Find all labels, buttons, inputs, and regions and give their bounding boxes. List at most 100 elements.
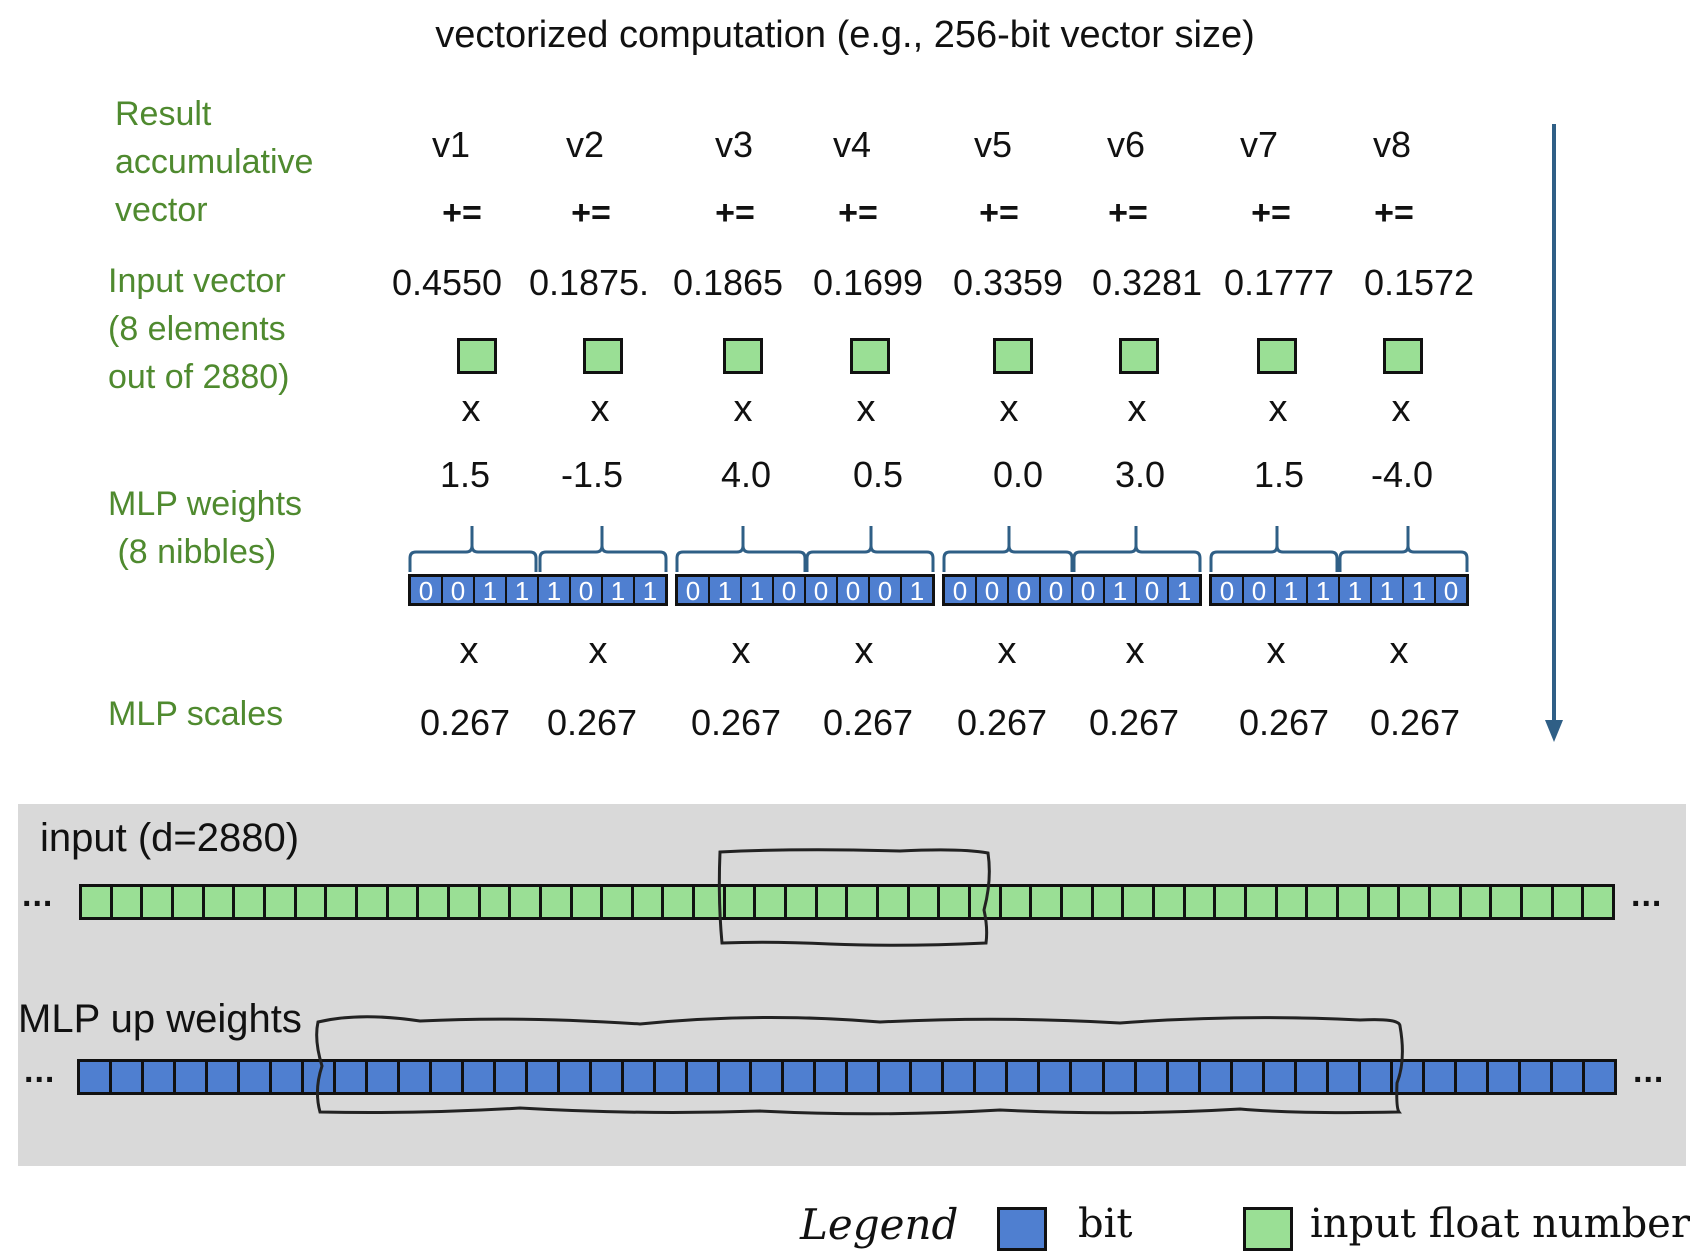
multiply-operator: x [856,388,876,430]
input-float-chip [1383,338,1423,374]
weight-bit-cell [1168,1062,1198,1092]
multiply-operator: x [997,630,1017,672]
diagram-title: vectorized computation (e.g., 256-bit ve… [435,14,1255,56]
input-label-line-1: Input vector [108,262,286,300]
weight-bit-cell [752,1062,782,1092]
input-dimension-label: input (d=2880) [40,816,300,860]
input-float-chip [583,338,623,374]
bit-cell: 1 [507,577,537,605]
input-cell [173,887,202,917]
scale-value: 0.267 [1369,702,1461,743]
vector-label: v1 [431,124,471,165]
multiply-operator: x [1268,388,1288,430]
weight-bit-cell [1040,1062,1070,1092]
input-cell [327,887,355,917]
vector-label: v3 [714,124,754,165]
input-cell [633,887,662,917]
scale-value: 0.267 [419,702,511,743]
vector-label: v5 [973,124,1013,165]
weight-bit-cell [400,1062,430,1092]
weight-bit-cell [944,1062,974,1092]
input-float-chip [993,338,1033,374]
input-value: 0.1699 [812,262,924,303]
weight-bit-cell [784,1062,814,1092]
input-cell [112,887,141,917]
input-float-chip [850,338,890,374]
bit-cell: 0 [571,577,601,605]
weight-bit-cell [432,1062,462,1092]
input-cell [419,887,447,917]
weight-bit-cell [1296,1062,1326,1092]
bit-cell: 1 [1105,577,1135,605]
weight-bit-cell [496,1062,526,1092]
scale-value: 0.267 [1088,702,1180,743]
bit-cell: 0 [945,577,975,605]
input-cell [235,887,263,917]
nibble-brace [1209,526,1339,572]
input-float-chip [1257,338,1297,374]
input-value: 0.1865 [672,262,784,303]
input-label-line-2: (8 elements [108,310,286,348]
input-cell [82,887,110,917]
vector-label: v4 [832,124,872,165]
weight-bit-cell [1328,1062,1358,1092]
weight-value: -4.0 [1370,454,1434,495]
weights-left-ellipsis: ... [24,1052,56,1090]
weight-bit-cell [1584,1062,1614,1092]
bit-cell: 1 [742,577,772,605]
weight-bit-cell [1424,1062,1454,1092]
mlp-up-weights-label: MLP up weights [18,997,302,1041]
input-value: 0.1777 [1223,262,1335,303]
weight-bit-cell [1008,1062,1038,1092]
input-cell [357,887,386,917]
bit-cell: 0 [1041,577,1071,605]
bit-cell: 0 [1073,577,1103,605]
scale-value: 0.267 [690,702,782,743]
input-float-chip [457,338,497,374]
weights-right-ellipsis: ... [1633,1052,1665,1090]
accumulate-operator: += [571,194,611,232]
weight-bit-cell [336,1062,366,1092]
bit-cell: 1 [603,577,633,605]
vector-label: v2 [565,124,605,165]
input-float-chip [1119,338,1159,374]
weight-bit-cell [816,1062,846,1092]
multiply-operator: x [461,388,481,430]
weight-bit-cell [368,1062,398,1092]
input-cell [572,887,601,917]
weight-bit-cell [1488,1062,1518,1092]
input-cell [1246,887,1275,917]
multiply-operator: x [1127,388,1147,430]
weights-label-line-1: MLP weights [108,485,303,523]
bit-cell: 0 [411,577,441,605]
multiply-operator: x [588,630,608,672]
weight-bit-cell [1104,1062,1134,1092]
input-cell [817,887,846,917]
input-cell [879,887,907,917]
weight-bit-cell [688,1062,718,1092]
weight-bit-cell [208,1062,238,1092]
input-cell [695,887,723,917]
input-right-ellipsis: ... [1631,876,1663,914]
legend-title: Legend [800,1200,959,1249]
input-cell [1461,887,1490,917]
input-cell [388,887,417,917]
input-cell [787,887,815,917]
bit-cell: 0 [806,577,836,605]
bit-cell: 1 [1404,577,1434,605]
bit-cell: 0 [1009,577,1039,605]
accumulate-operator: += [715,194,755,232]
mlp-scales-label: MLP scales [108,695,284,733]
input-left-ellipsis: ... [22,876,54,914]
bit-cell: 0 [1137,577,1167,605]
multiply-operator: x [731,630,751,672]
weight-bit-cell [176,1062,206,1092]
input-cell [511,887,539,917]
input-cell [756,887,785,917]
legend-bit-swatch [997,1207,1047,1251]
weight-bit-cell [880,1062,910,1092]
